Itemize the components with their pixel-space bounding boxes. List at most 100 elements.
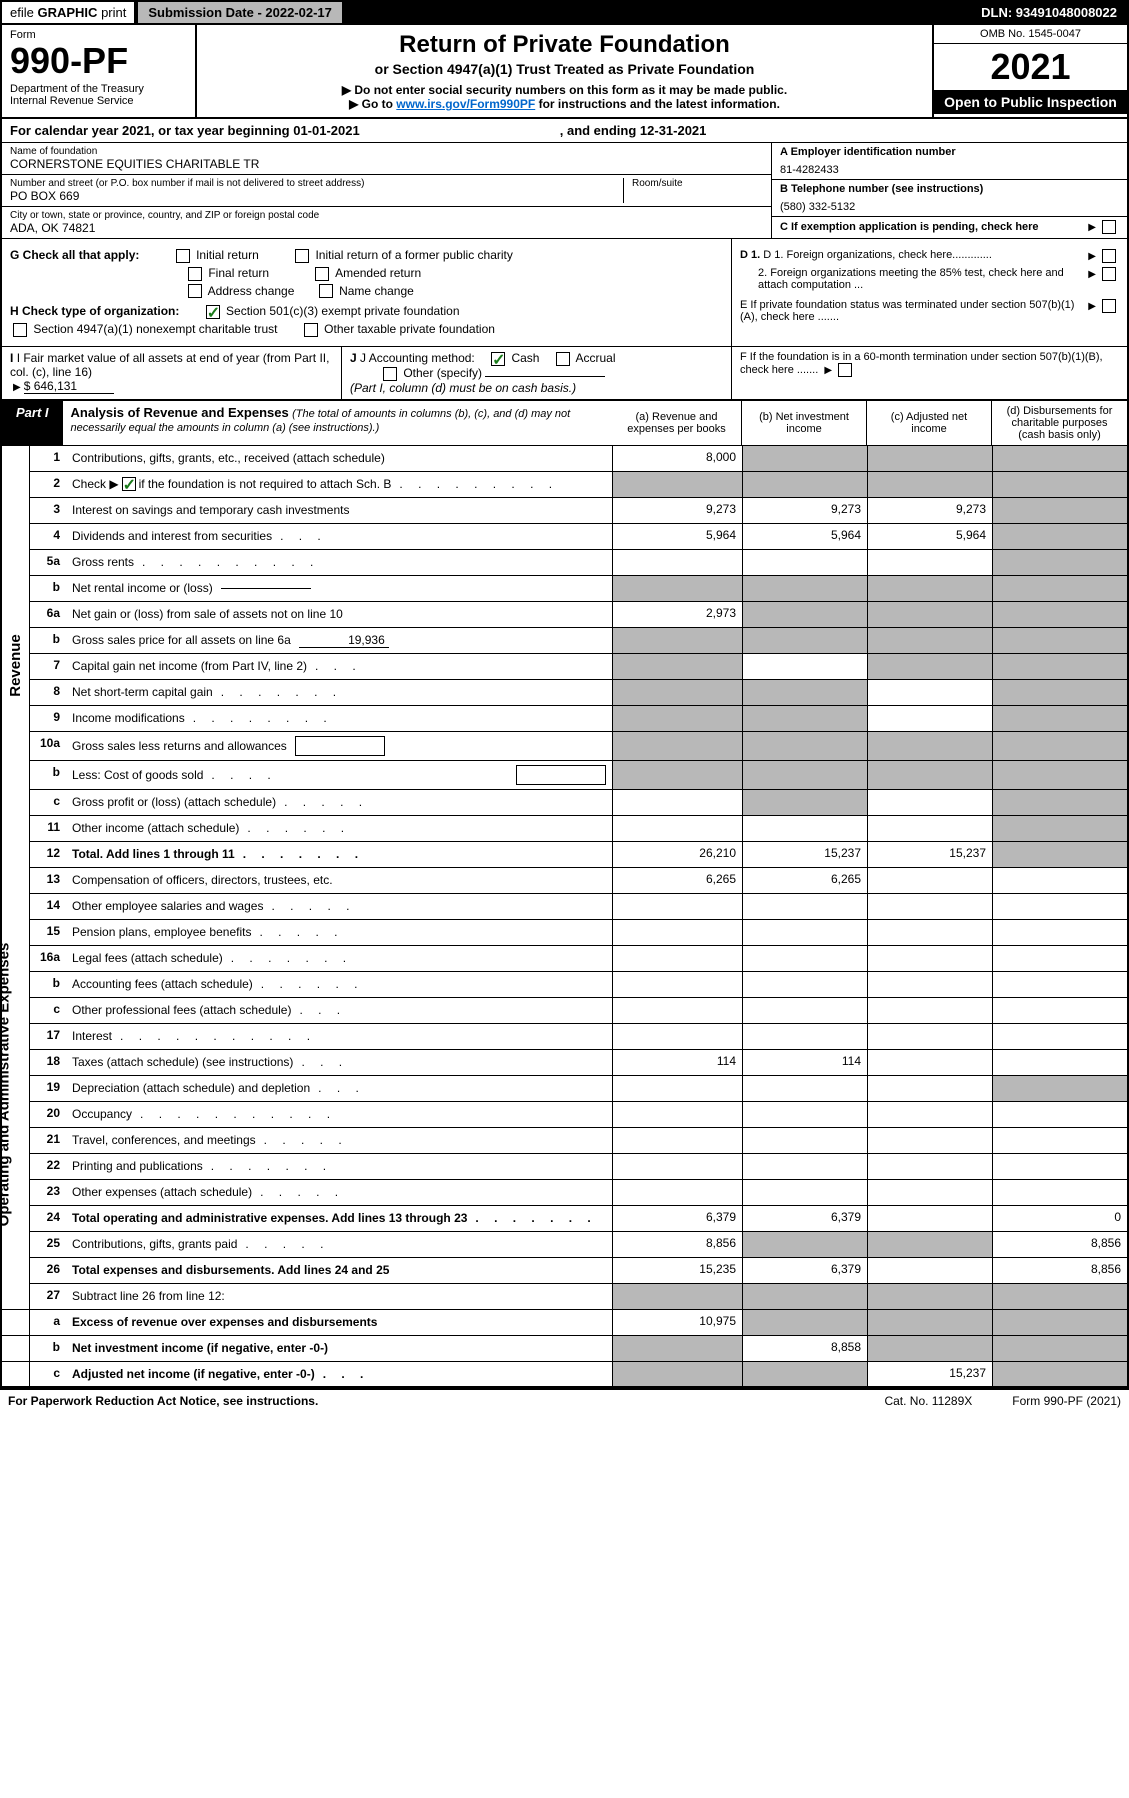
- chk-e[interactable]: [1102, 299, 1116, 313]
- row-25: 25Contributions, gifts, grants paid. . .…: [30, 1232, 1127, 1258]
- section-g-d: G Check all that apply: Initial return I…: [2, 239, 1127, 347]
- header-left: Form 990-PF Department of the TreasuryIn…: [2, 25, 197, 117]
- chk-4947[interactable]: [13, 323, 27, 337]
- row-2: 2Check ▶ if the foundation is not requir…: [30, 472, 1127, 498]
- room-suite-label: Room/suite: [632, 178, 763, 189]
- foundation-address: Number and street (or P.O. box number if…: [2, 175, 771, 207]
- row-13: 13Compensation of officers, directors, t…: [30, 868, 1127, 894]
- chk-sch-b[interactable]: [122, 477, 136, 491]
- row-19: 19Depreciation (attach schedule) and dep…: [30, 1076, 1127, 1102]
- line-h: H Check type of organization: Section 50…: [10, 304, 723, 319]
- open-public-badge: Open to Public Inspection: [934, 90, 1127, 114]
- paperwork-notice: For Paperwork Reduction Act Notice, see …: [8, 1394, 844, 1408]
- ein-block: A Employer identification number 81-4282…: [772, 143, 1127, 180]
- row-18: 18Taxes (attach schedule) (see instructi…: [30, 1050, 1127, 1076]
- line-j: J J Accounting method: Cash Accrual Othe…: [342, 347, 732, 399]
- row-26: 26Total expenses and disbursements. Add …: [30, 1258, 1127, 1284]
- row-6a: 6aNet gain or (loss) from sale of assets…: [30, 602, 1127, 628]
- form-document: efile GRAPHIC print Submission Date - 20…: [0, 0, 1129, 1390]
- revenue-label: Revenue: [7, 634, 24, 697]
- expenses-section: Operating and Administrative Expenses 13…: [2, 868, 1127, 1284]
- form-year-footer: Form 990-PF (2021): [1012, 1394, 1121, 1408]
- irs-link[interactable]: www.irs.gov/Form990PF: [396, 97, 535, 111]
- row-3: 3Interest on savings and temporary cash …: [30, 498, 1127, 524]
- chk-d1[interactable]: [1102, 249, 1116, 263]
- goto-link-line: ▶ Go to www.irs.gov/Form990PF for instru…: [207, 97, 922, 111]
- chk-accrual[interactable]: [556, 352, 570, 366]
- chk-cash[interactable]: [491, 352, 505, 366]
- row-9: 9Income modifications. . . . . . . .: [30, 706, 1127, 732]
- omb-number: OMB No. 1545-0047: [934, 25, 1127, 44]
- efile-print-button[interactable]: efile GRAPHIC print: [2, 2, 134, 23]
- chk-f[interactable]: [838, 363, 852, 377]
- chk-d2[interactable]: [1102, 267, 1116, 281]
- row-16b: bAccounting fees (attach schedule). . . …: [30, 972, 1127, 998]
- phone-block: B Telephone number (see instructions) (5…: [772, 180, 1127, 217]
- foundation-name: Name of foundation CORNERSTONE EQUITIES …: [2, 143, 771, 175]
- exemption-pending: C If exemption application is pending, c…: [772, 217, 1127, 237]
- dept-treasury: Department of the TreasuryInternal Reven…: [10, 83, 187, 107]
- line-g: G Check all that apply: Initial return I…: [10, 248, 723, 263]
- row-5b: bNet rental income or (loss): [30, 576, 1127, 602]
- row-10a: 10aGross sales less returns and allowanc…: [30, 732, 1127, 761]
- col-b-header: (b) Net investment income: [742, 401, 867, 445]
- ssn-warning: ▶ Do not enter social security numbers o…: [207, 83, 922, 97]
- row-7: 7Capital gain net income (from Part IV, …: [30, 654, 1127, 680]
- row-22: 22Printing and publications. . . . . . .: [30, 1154, 1127, 1180]
- revenue-section: Revenue 1Contributions, gifts, grants, e…: [2, 446, 1127, 868]
- line-d1: D 1. D 1. Foreign organizations, check h…: [740, 249, 1119, 263]
- calendar-year-line: For calendar year 2021, or tax year begi…: [2, 119, 1127, 143]
- row-20: 20Occupancy. . . . . . . . . . .: [30, 1102, 1127, 1128]
- line-f: F If the foundation is in a 60-month ter…: [740, 351, 1119, 377]
- row-6b: bGross sales price for all assets on lin…: [30, 628, 1127, 654]
- row-24: 24Total operating and administrative exp…: [30, 1206, 1127, 1232]
- tax-year: 2021: [934, 44, 1127, 90]
- row-8: 8Net short-term capital gain. . . . . . …: [30, 680, 1127, 706]
- page-footer: For Paperwork Reduction Act Notice, see …: [0, 1390, 1129, 1412]
- chk-initial[interactable]: [176, 249, 190, 263]
- form-title: Return of Private Foundation: [207, 31, 922, 59]
- row-21: 21Travel, conferences, and meetings. . .…: [30, 1128, 1127, 1154]
- row-23: 23Other expenses (attach schedule). . . …: [30, 1180, 1127, 1206]
- foundation-city: City or town, state or province, country…: [2, 207, 771, 238]
- row-1: 1Contributions, gifts, grants, etc., rec…: [30, 446, 1127, 472]
- row-10b: bLess: Cost of goods sold. . . .: [30, 761, 1127, 790]
- chk-name[interactable]: [319, 284, 333, 298]
- chk-final[interactable]: [188, 267, 202, 281]
- exemption-checkbox[interactable]: [1102, 220, 1116, 234]
- row-17: 17Interest. . . . . . . . . . .: [30, 1024, 1127, 1050]
- subtract-section: 27Subtract line 26 from line 12: aExcess…: [2, 1284, 1127, 1388]
- row-27b: bNet investment income (if negative, ent…: [2, 1336, 1127, 1362]
- dln-number: DLN: 93491048008022: [971, 2, 1127, 23]
- row-27c: cAdjusted net income (if negative, enter…: [2, 1362, 1127, 1388]
- header-center: Return of Private Foundation or Section …: [197, 25, 932, 117]
- chk-other-taxable[interactable]: [304, 323, 318, 337]
- chk-501c3[interactable]: [206, 305, 220, 319]
- row-27: 27Subtract line 26 from line 12:: [2, 1284, 1127, 1310]
- expenses-label: Operating and Administrative Expenses: [0, 942, 12, 1226]
- col-a-header: (a) Revenue and expenses per books: [612, 401, 742, 445]
- row-15: 15Pension plans, employee benefits. . . …: [30, 920, 1127, 946]
- foundation-info: Name of foundation CORNERSTONE EQUITIES …: [2, 143, 1127, 239]
- form-number: 990-PF: [10, 43, 187, 79]
- submission-date: Submission Date - 2022-02-17: [138, 2, 342, 23]
- part1-header: Part I Analysis of Revenue and Expenses …: [2, 401, 1127, 446]
- chk-other-method[interactable]: [383, 367, 397, 381]
- row-4: 4Dividends and interest from securities.…: [30, 524, 1127, 550]
- chk-address[interactable]: [188, 284, 202, 298]
- col-d-header: (d) Disbursements for charitable purpose…: [992, 401, 1127, 445]
- line-e: E If private foundation status was termi…: [740, 299, 1119, 323]
- row-16a: 16aLegal fees (attach schedule). . . . .…: [30, 946, 1127, 972]
- row-11: 11Other income (attach schedule). . . . …: [30, 816, 1127, 842]
- col-c-header: (c) Adjusted net income: [867, 401, 992, 445]
- section-ijf: I I Fair market value of all assets at e…: [2, 347, 1127, 401]
- header-right: OMB No. 1545-0047 2021 Open to Public In…: [932, 25, 1127, 117]
- cat-number: Cat. No. 11289X: [884, 1394, 972, 1408]
- chk-amended[interactable]: [315, 267, 329, 281]
- line-i: I I Fair market value of all assets at e…: [2, 347, 342, 399]
- row-27a: aExcess of revenue over expenses and dis…: [2, 1310, 1127, 1336]
- part-tag: Part I: [2, 401, 63, 445]
- chk-initial-former[interactable]: [295, 249, 309, 263]
- form-header: Form 990-PF Department of the TreasuryIn…: [2, 25, 1127, 119]
- row-16c: cOther professional fees (attach schedul…: [30, 998, 1127, 1024]
